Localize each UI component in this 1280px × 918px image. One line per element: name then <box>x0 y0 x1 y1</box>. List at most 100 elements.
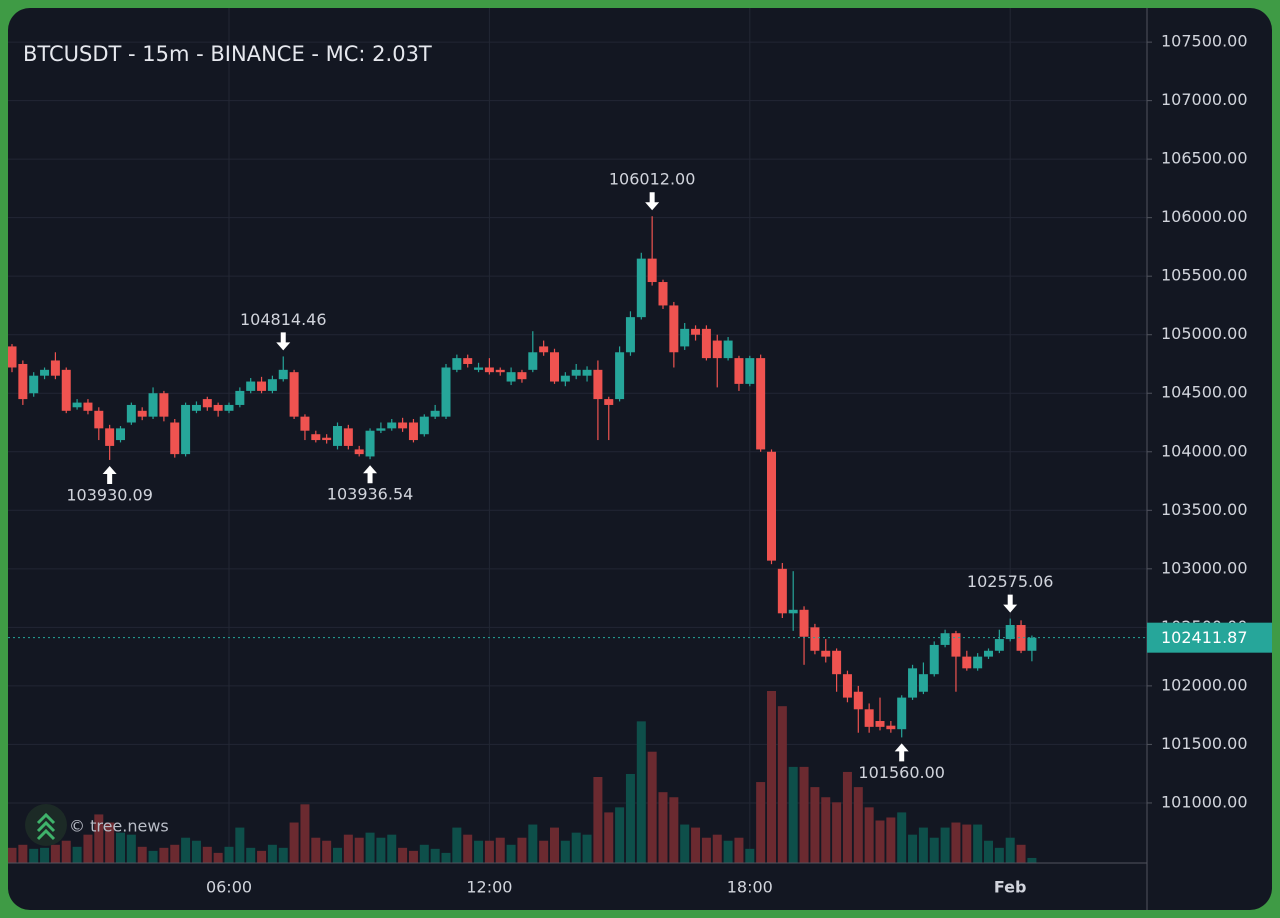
volume-bar <box>116 832 125 863</box>
candle-body <box>777 568 787 614</box>
candle-body <box>647 258 657 283</box>
volume-bar <box>647 751 657 863</box>
annotation-label: 103930.09 <box>66 485 153 504</box>
annotation-label: 104814.46 <box>240 310 327 329</box>
volume-bar <box>40 847 50 863</box>
volume-bar <box>235 827 245 863</box>
candle-body <box>408 422 418 441</box>
volume-bar <box>159 847 169 863</box>
volume-bar <box>246 847 256 863</box>
candle-body <box>723 340 733 359</box>
candle-body <box>918 674 928 692</box>
volume-bar <box>452 827 462 863</box>
volume-bar <box>745 848 755 863</box>
candle-body <box>191 404 201 411</box>
candle-body <box>615 352 625 400</box>
candle-body <box>571 369 581 376</box>
volume-bar <box>1005 837 1015 863</box>
candle-body <box>50 360 60 376</box>
annotation: 101560.00 <box>858 743 945 782</box>
y-tick-label: 104500.00 <box>1161 383 1248 402</box>
volume-bar <box>322 840 332 863</box>
candle-body <box>72 402 82 408</box>
volume-bar <box>853 787 863 863</box>
candle-body <box>116 428 125 441</box>
volume-bar <box>1027 857 1037 863</box>
candle-body <box>886 725 896 730</box>
candle-body <box>61 369 71 411</box>
candle-body <box>875 721 885 727</box>
candle-body <box>235 390 245 405</box>
volume-bar <box>658 792 668 863</box>
candle-body <box>83 402 93 411</box>
candle-body <box>18 363 28 400</box>
volume-bar <box>300 804 310 863</box>
volume-bar <box>365 832 375 863</box>
volume-bar <box>289 822 299 863</box>
volume-bar <box>495 837 505 863</box>
volume-bar <box>994 847 1004 863</box>
volume-bar <box>832 802 842 863</box>
candle-body <box>181 404 191 455</box>
candle-body <box>853 691 863 710</box>
volume-bar <box>962 824 972 863</box>
candle-body <box>539 346 549 353</box>
volume-bar <box>615 807 625 863</box>
candle-body <box>1005 625 1015 640</box>
candle-body <box>430 410 440 417</box>
candle-body <box>376 428 386 431</box>
volume-bar <box>50 844 60 863</box>
candle-body <box>973 656 983 669</box>
y-tick-label: 103500.00 <box>1161 500 1248 519</box>
annotation: 103936.54 <box>327 465 413 504</box>
volume-bar <box>1016 844 1026 863</box>
volume-bar <box>984 840 993 863</box>
annotation-label: 101560.00 <box>858 763 945 782</box>
volume-bar <box>83 834 93 863</box>
candle-body <box>170 422 180 455</box>
volume-bar <box>463 834 473 863</box>
candle-body <box>94 410 104 429</box>
annotation-arrow <box>363 465 378 484</box>
candle-body <box>940 633 950 645</box>
x-tick-label: Feb <box>994 878 1027 897</box>
annotation: 104814.46 <box>240 310 327 351</box>
candle-body <box>137 410 147 417</box>
candle-body <box>213 404 223 411</box>
candle-body <box>354 449 364 455</box>
candle-body <box>278 369 288 380</box>
candle-body <box>767 451 776 561</box>
volume-bar <box>951 822 961 863</box>
volume-bar <box>267 844 277 863</box>
candle-body <box>701 328 711 359</box>
candle-body <box>842 674 852 698</box>
candle-body <box>528 352 538 370</box>
volume-bar <box>61 840 71 863</box>
volume-bar <box>691 827 701 863</box>
volume-bar <box>767 691 776 863</box>
candle-body <box>441 367 451 417</box>
volume-bar <box>213 852 223 863</box>
candle-body <box>419 416 429 435</box>
volume-bar <box>777 706 787 863</box>
candle-body <box>582 369 592 376</box>
volume-bar <box>506 844 516 863</box>
candle-body <box>159 393 169 417</box>
volume-bar <box>343 834 353 863</box>
volume-bar <box>191 840 201 863</box>
candle-body <box>463 358 473 364</box>
volume-bar <box>908 834 918 863</box>
volume-bar <box>810 787 820 863</box>
candle-body <box>832 650 842 675</box>
volume-bar <box>148 850 158 863</box>
volume-bar <box>723 840 733 863</box>
candle-body <box>517 372 527 380</box>
volume-bar <box>137 846 147 863</box>
candle-body <box>267 379 277 391</box>
volume-bar <box>886 817 896 863</box>
annotation: 102575.06 <box>967 572 1053 613</box>
volume-bar <box>474 840 484 863</box>
candle-body <box>788 609 798 614</box>
volume-bar <box>636 721 646 863</box>
